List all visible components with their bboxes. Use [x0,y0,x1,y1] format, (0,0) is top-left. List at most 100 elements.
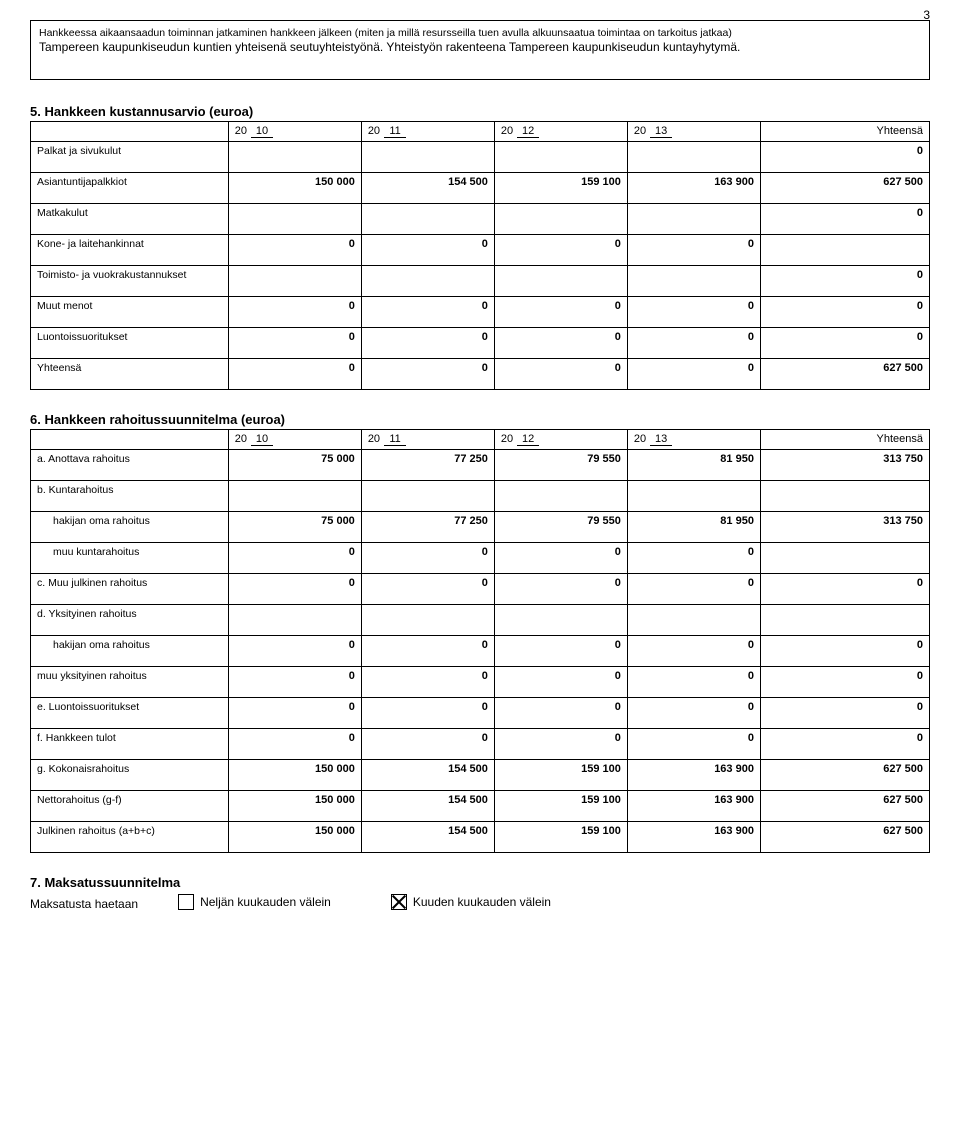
row-value [228,605,361,636]
section6-heading: 6. Hankkeen rahoitussuunnitelma (euroa) [30,412,930,427]
year-suffix: 10 [251,125,273,138]
table-year-header: 20 10 [228,430,361,450]
row-value: 0 [228,328,361,359]
row-label: g. Kokonaisrahoitus [31,760,229,791]
table-total-header: Yhteensä [760,122,929,142]
table-row: Asiantuntijapalkkiot150 000154 500159 10… [31,173,930,204]
row-value: 0 [760,266,929,297]
row-label: Asiantuntijapalkkiot [31,173,229,204]
row-value [627,204,760,235]
row-label: Luontoissuoritukset [31,328,229,359]
row-value: 0 [361,667,494,698]
row-value: 159 100 [494,173,627,204]
row-value [627,481,760,512]
row-value: 0 [494,235,627,266]
row-value: 0 [494,636,627,667]
row-value: 0 [627,729,760,760]
row-value [494,266,627,297]
row-value [760,543,929,574]
row-value: 0 [361,698,494,729]
checkbox[interactable] [391,894,407,910]
year-prefix: 20 [634,433,646,445]
intro-small-line: Hankkeessa aikaansaadun toiminnan jatkam… [39,27,921,40]
row-value: 154 500 [361,760,494,791]
year-prefix: 20 [501,433,513,445]
table-year-header: 20 11 [361,122,494,142]
row-label: Matkakulut [31,204,229,235]
row-value [361,142,494,173]
table-row: Toimisto- ja vuokrakustannukset 0 [31,266,930,297]
checkbox[interactable] [178,894,194,910]
row-value: 159 100 [494,822,627,853]
row-value: 0 [494,543,627,574]
row-value: 0 [494,359,627,390]
row-value: 154 500 [361,173,494,204]
payment-option: Kuuden kuukauden välein [391,894,551,910]
row-value [627,266,760,297]
payment-option: Neljän kuukauden välein [178,894,331,910]
row-value: 0 [361,574,494,605]
row-value: 0 [361,543,494,574]
row-value: 0 [228,574,361,605]
row-value: 163 900 [627,791,760,822]
table-year-header: 20 11 [361,430,494,450]
row-value: 150 000 [228,822,361,853]
year-suffix: 11 [384,433,406,446]
row-value: 0 [228,297,361,328]
row-value: 0 [627,698,760,729]
row-value [760,605,929,636]
table-row: a. Anottava rahoitus75 00077 25079 55081… [31,450,930,481]
row-label: muu kuntarahoitus [31,543,229,574]
row-value: 77 250 [361,450,494,481]
row-label: d. Yksityinen rahoitus [31,605,229,636]
row-label: Toimisto- ja vuokrakustannukset [31,266,229,297]
financing-plan-table: 20 1020 1120 1220 13Yhteensäa. Anottava … [30,429,930,853]
row-value: 627 500 [760,760,929,791]
year-suffix: 13 [650,125,672,138]
row-value: 0 [361,636,494,667]
row-value: 0 [361,729,494,760]
row-value: 81 950 [627,512,760,543]
row-value: 0 [228,359,361,390]
row-value: 0 [494,574,627,605]
row-value [494,481,627,512]
row-label: Kone- ja laitehankinnat [31,235,229,266]
row-value: 0 [760,328,929,359]
row-value: 154 500 [361,791,494,822]
row-value: 0 [760,698,929,729]
row-label: Yhteensä [31,359,229,390]
table-row: g. Kokonaisrahoitus150 000154 500159 100… [31,760,930,791]
row-label: a. Anottava rahoitus [31,450,229,481]
table-row: Luontoissuoritukset00000 [31,328,930,359]
row-value: 0 [760,667,929,698]
row-value: 313 750 [760,450,929,481]
row-value: 150 000 [228,760,361,791]
checkbox-label: Kuuden kuukauden välein [413,895,551,909]
year-prefix: 20 [368,433,380,445]
row-value [627,605,760,636]
table-total-header: Yhteensä [760,430,929,450]
row-value: 0 [627,359,760,390]
row-value: 0 [228,729,361,760]
table-row: Julkinen rahoitus (a+b+c)150 000154 5001… [31,822,930,853]
table-row: c. Muu julkinen rahoitus00000 [31,574,930,605]
row-value: 627 500 [760,173,929,204]
row-value: 163 900 [627,822,760,853]
row-value: 79 550 [494,450,627,481]
table-row: hakijan oma rahoitus00000 [31,636,930,667]
table-year-header: 20 10 [228,122,361,142]
row-value [361,605,494,636]
row-value: 313 750 [760,512,929,543]
row-value: 81 950 [627,450,760,481]
row-value: 0 [361,328,494,359]
year-suffix: 12 [517,433,539,446]
table-row: Muut menot00000 [31,297,930,328]
row-value [228,481,361,512]
year-prefix: 20 [235,125,247,137]
row-value: 627 500 [760,359,929,390]
row-value: 77 250 [361,512,494,543]
section5-heading: 5. Hankkeen kustannusarvio (euroa) [30,104,930,119]
row-label: Julkinen rahoitus (a+b+c) [31,822,229,853]
row-value [760,235,929,266]
row-value: 159 100 [494,791,627,822]
